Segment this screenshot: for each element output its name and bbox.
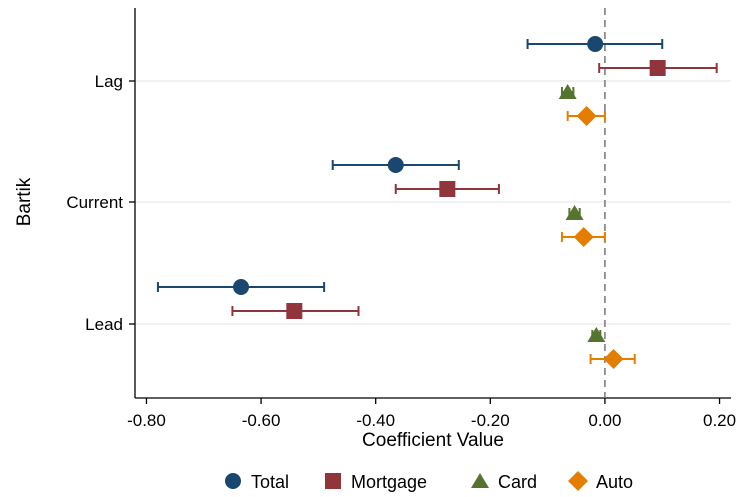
legend-marker-total (225, 473, 241, 489)
point-card-current (565, 205, 584, 220)
legend-label-total: Total (251, 472, 289, 492)
x-tick-label: -0.40 (356, 411, 395, 430)
legend-marker-mortgage (325, 473, 341, 489)
x-axis-title: Coefficient Value (362, 430, 504, 451)
legend-marker-auto (568, 471, 588, 491)
y-tick-label: Lag (95, 72, 123, 91)
legend-label-auto: Auto (596, 472, 633, 492)
point-mortgage-current (439, 181, 456, 197)
point-mortgage-lag (649, 60, 666, 76)
point-card-lag (558, 84, 577, 99)
data-layer (156, 36, 718, 369)
y-axis-title: Bartik (14, 177, 35, 226)
legend: Total Mortgage Card Auto (225, 471, 633, 492)
axes-layer: -0.80 -0.60 -0.40 -0.20 0.00 0.20 Lag Current Le… (66, 8, 736, 430)
x-tick-label: 0.00 (588, 411, 621, 430)
x-tick-label: -0.80 (127, 411, 166, 430)
x-tick-label: -0.60 (242, 411, 281, 430)
point-total-lead (233, 279, 250, 295)
point-auto-lag (576, 106, 597, 126)
point-auto-lead (603, 349, 624, 369)
grid-layer (135, 80, 731, 325)
point-total-lag (587, 36, 604, 52)
point-auto-current (573, 227, 594, 247)
y-tick-label: Lead (85, 315, 123, 334)
x-tick-label: 0.20 (703, 411, 736, 430)
point-mortgage-lead (286, 303, 303, 319)
point-card-lead (587, 327, 606, 342)
x-tick-label: -0.20 (471, 411, 510, 430)
y-tick-label: Current (66, 193, 123, 212)
legend-label-mortgage: Mortgage (351, 472, 427, 492)
legend-marker-card (471, 473, 489, 488)
legend-label-card: Card (498, 472, 537, 492)
point-total-current (387, 157, 404, 173)
